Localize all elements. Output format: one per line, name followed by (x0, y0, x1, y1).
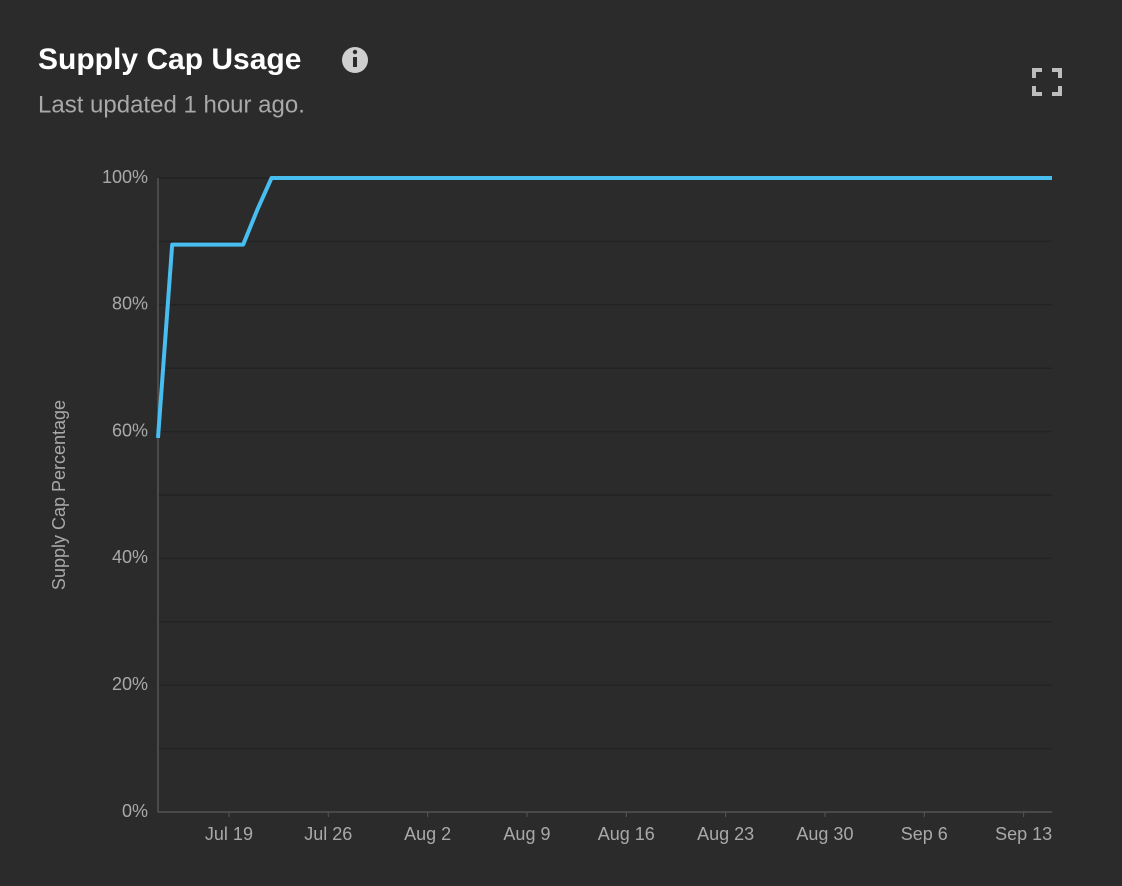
y-tick-label: 0% (122, 801, 148, 821)
y-tick-label: 20% (112, 674, 148, 694)
y-axis-label: Supply Cap Percentage (49, 400, 69, 590)
expand-icon[interactable] (1032, 68, 1062, 96)
info-icon[interactable] (342, 47, 368, 73)
x-tick-label: Aug 9 (503, 824, 550, 844)
line-series (156, 176, 1052, 439)
x-tick-label: Sep 13 (995, 824, 1052, 844)
y-tick-label: 60% (112, 420, 148, 440)
x-tick-label: Aug 30 (796, 824, 853, 844)
y-tick-label: 80% (112, 294, 148, 314)
chart-title: Supply Cap Usage (38, 43, 301, 76)
x-tick-label: Jul 19 (205, 824, 253, 844)
x-tick-label: Aug 16 (598, 824, 655, 844)
y-tick-label: 100% (102, 167, 148, 187)
chart-subtitle: Last updated 1 hour ago. (38, 91, 305, 118)
x-tick-label: Jul 26 (304, 824, 352, 844)
x-tick-label: Aug 2 (404, 824, 451, 844)
x-tick-label: Aug 23 (697, 824, 754, 844)
x-tick-label: Sep 6 (901, 824, 948, 844)
y-tick-label: 40% (112, 547, 148, 567)
